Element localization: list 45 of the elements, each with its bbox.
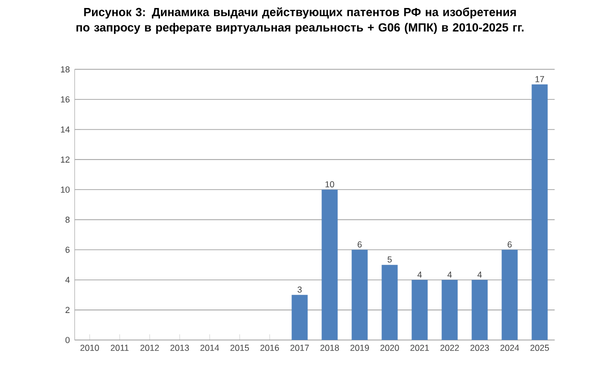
data-label: 5 [388, 256, 392, 263]
data-label: 6 [358, 241, 362, 248]
data-label: 3 [298, 286, 302, 293]
bar [532, 84, 548, 340]
y-tick-label: 0 [65, 336, 70, 344]
x-tick-label: 2017 [290, 344, 309, 351]
x-tick-label: 2025 [530, 344, 549, 351]
x-tick-label: 2021 [410, 344, 429, 351]
y-tick-label: 18 [60, 66, 70, 72]
bar [382, 264, 398, 340]
bar [292, 294, 308, 340]
y-tick-label: 8 [66, 216, 70, 223]
x-tick-label: 2010 [80, 344, 99, 351]
data-label: 10 [326, 181, 334, 188]
y-tick-label: 6 [66, 246, 70, 253]
x-tick-label: 2019 [350, 344, 369, 351]
x-tick-label: 2024 [500, 344, 520, 351]
chart-title: Рисунок 3: Динамика выдачи действующих патентов РФ на изобретения по запросу в реферате виртуальная реальность + G06 (МПК) в 2010-2025 гг. [76, 7, 524, 34]
x-tick-label: 2020 [380, 344, 399, 351]
data-label: 17 [536, 76, 544, 82]
bar [352, 250, 368, 340]
x-tick-label: 2011 [110, 344, 129, 351]
y-tick-label: 10 [60, 186, 70, 193]
y-tick-label: 14 [60, 126, 70, 132]
y-tick-label: 12 [60, 156, 70, 163]
bar [412, 280, 428, 340]
x-tick-label: 2014 [200, 344, 220, 351]
data-label: 4 [417, 272, 422, 278]
x-tick-label: 2013 [170, 344, 189, 351]
y-tick-label: 4 [65, 276, 70, 283]
x-tick-label: 2023 [470, 344, 489, 351]
x-tick-label: 2012 [140, 344, 159, 351]
bar [502, 250, 518, 340]
data-label: 6 [508, 241, 512, 248]
bar [472, 280, 488, 340]
x-tick-label: 2016 [260, 344, 279, 351]
bar [322, 190, 338, 340]
y-tick-label: 2 [66, 306, 70, 313]
bar [442, 280, 458, 340]
data-label: 4 [477, 272, 482, 278]
x-tick-label: 2022 [440, 344, 459, 351]
y-tick-label: 16 [60, 96, 70, 102]
data-label: 4 [447, 272, 452, 278]
x-tick-label: 2018 [320, 344, 339, 351]
x-tick-label: 2015 [230, 344, 249, 351]
